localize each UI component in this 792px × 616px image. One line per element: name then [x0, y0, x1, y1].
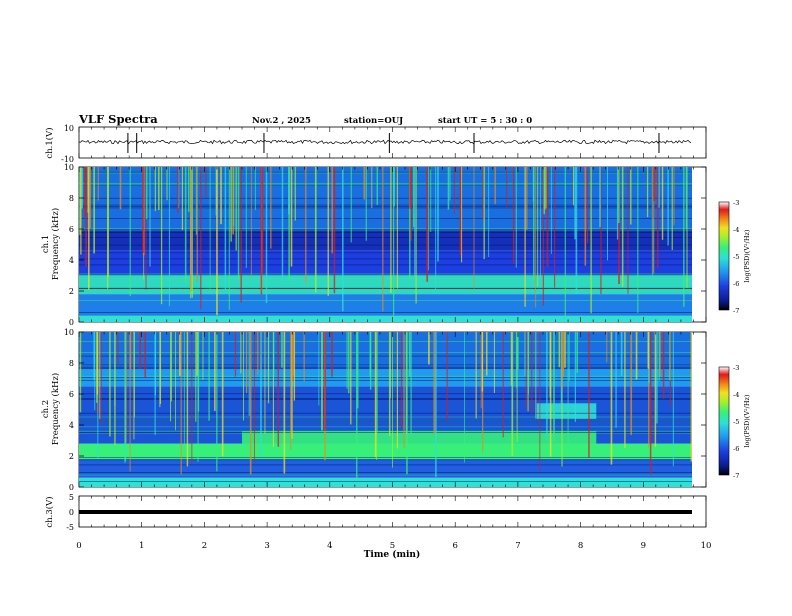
x-tick-label: 4	[327, 541, 332, 551]
spectrogram-band	[79, 294, 692, 316]
panel-ch0-ylabel: ch.1(V)	[44, 127, 55, 158]
colorbar-ch2-bar	[718, 366, 730, 476]
colorbar-tick: -3	[733, 364, 739, 372]
date-label: Nov.2 , 2025	[252, 116, 311, 126]
panel-ch1-ytick: 10	[64, 163, 74, 172]
colorbar-tick: -6	[733, 280, 739, 288]
panel-ch1-ytick: 4	[69, 256, 74, 265]
colorbar-tick: -7	[733, 472, 739, 480]
panel-ch2-ytick: 2	[69, 452, 74, 461]
panel-ch0-ytick-bottom: -10	[61, 155, 74, 164]
panel-ch1: ch.1 Frequency (kHz) 0 2 4 6 8 10 -3 -4 -5 -6 -7 …	[41, 163, 751, 327]
panel-ch1-ytick: 0	[69, 318, 74, 327]
panel-ch2-ylabel: ch.2	[41, 400, 51, 418]
colorbar-tick: -4	[733, 226, 739, 234]
figure-title: VLF Spectra	[78, 112, 158, 126]
x-tick-label: 2	[202, 541, 207, 551]
panel-ch1-ytick: 6	[69, 225, 74, 234]
colorbar-tick: -5	[733, 418, 739, 426]
panel-ch1-ytick: 2	[69, 287, 74, 296]
colorbar-ch2: -3 -4 -5 -6 -7 log(PSD)(V²/Hz)	[718, 364, 751, 480]
station-label: station=OUJ	[344, 116, 403, 126]
x-axis-label: Time (min)	[364, 549, 421, 560]
spectrogram-band	[79, 315, 692, 322]
panel-ch1-ylabel: ch.1	[41, 235, 51, 253]
colorbar-tick: -3	[733, 199, 739, 207]
colorbar-tick: -7	[733, 307, 739, 315]
panel-ch2-ytick: 4	[69, 421, 74, 430]
colorbar-tick: -4	[733, 391, 739, 399]
spectrogram-band	[79, 229, 692, 251]
spectrogram-patch	[242, 431, 597, 453]
panel-ch3-ylabel: ch.3(V)	[44, 496, 55, 527]
x-tick-label: 8	[578, 541, 583, 551]
start-time-label: start UT = 5 : 30 : 0	[438, 116, 532, 126]
panel-ch3-ytick-bottom: -5	[66, 523, 74, 532]
panel-ch0: ch.1(V) 10 -10	[44, 124, 707, 164]
spectrogram-patch	[536, 403, 597, 419]
x-tick-label: 1	[139, 541, 144, 551]
panel-ch2-ytick: 8	[69, 359, 74, 368]
x-tick-label: 3	[264, 541, 269, 551]
x-tick-label: 10	[701, 541, 712, 551]
colorbar-tick: -5	[733, 253, 739, 261]
x-tick-label: 5	[390, 541, 395, 551]
panel-ch3-ytick-mid: 0	[69, 508, 74, 517]
panel-ch3-ytick-top: 5	[69, 493, 74, 502]
panel-ch3: ch.3(V) 5 0 -5 0 1 2 3 4 5 6 7 8 9 10 Time (min)	[44, 493, 711, 560]
panel-ch1-ylabel-2: Frequency (kHz)	[50, 208, 61, 280]
colorbar-ch1-bar	[718, 201, 730, 311]
panel-ch3-trace	[79, 510, 692, 514]
spectrogram-band	[79, 477, 692, 487]
spectrogram-band	[79, 459, 692, 478]
x-tick-label: 7	[515, 541, 520, 551]
panel-ch2-ytick: 10	[64, 328, 74, 337]
panel-ch2-ylabel-2: Frequency (kHz)	[50, 373, 61, 445]
colorbar-ch2-label: log(PSD)(V²/Hz)	[743, 394, 751, 447]
panel-ch2-ytick: 6	[69, 390, 74, 399]
colorbar-ch1: -3 -4 -5 -6 -7 log(PSD)(V²/Hz)	[718, 199, 751, 315]
panel-ch2-ytick: 0	[69, 483, 74, 492]
spectrogram-band	[79, 250, 692, 276]
x-tick-label: 9	[641, 541, 646, 551]
panel-ch0-ytick-top: 10	[64, 124, 74, 133]
panel-ch2: ch.2 Frequency (kHz) 0 2 4 6 8 10 -3 -4 -5 -6 -7 …	[41, 328, 751, 492]
x-tick-label: 0	[76, 541, 81, 551]
spectrogram-band	[79, 275, 692, 295]
panel-ch0-trace	[78, 139, 692, 145]
panel-ch1-ytick: 8	[69, 194, 74, 203]
colorbar-ch1-label: log(PSD)(V²/Hz)	[743, 229, 751, 282]
colorbar-tick: -6	[733, 445, 739, 453]
x-tick-label: 6	[452, 541, 457, 551]
